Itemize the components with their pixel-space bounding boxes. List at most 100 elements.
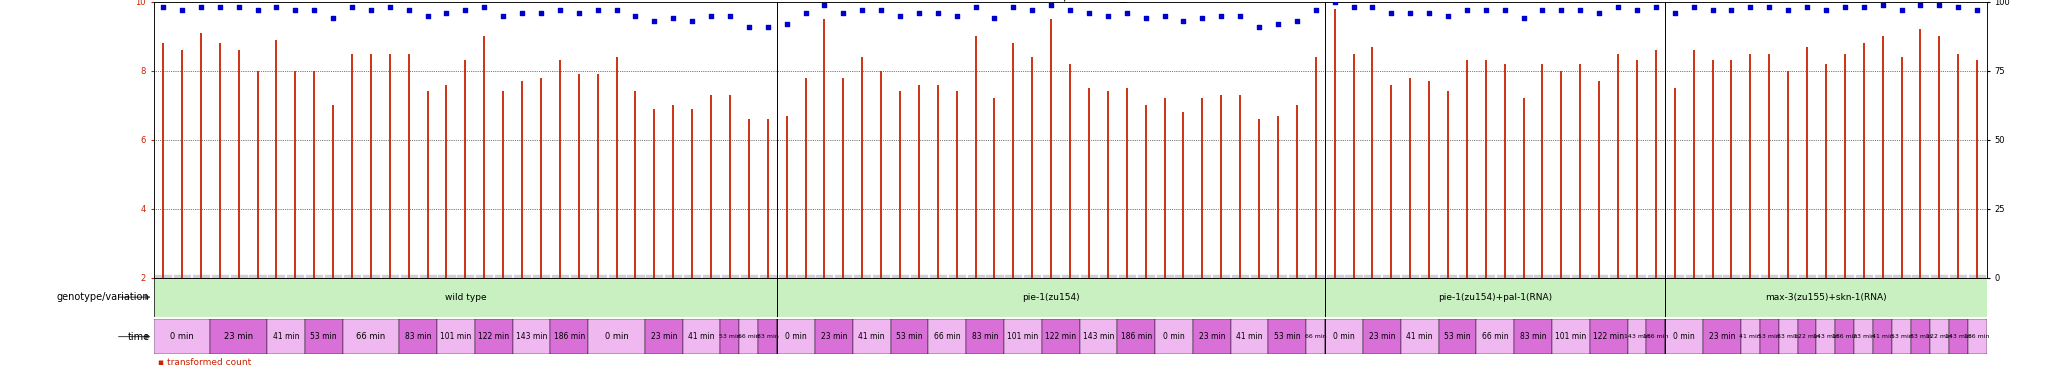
- Text: time: time: [127, 332, 150, 342]
- Bar: [1741, 319, 1759, 354]
- Bar: [776, 278, 1325, 317]
- Point: [1128, 15, 1161, 21]
- Bar: [305, 319, 342, 354]
- Text: 186 min: 186 min: [1642, 334, 1669, 339]
- Bar: [1438, 319, 1477, 354]
- Point: [1714, 7, 1747, 13]
- Text: 101 min: 101 min: [1554, 332, 1587, 341]
- Text: 186 min: 186 min: [553, 332, 586, 341]
- Point: [393, 7, 426, 13]
- Text: genotype/variation: genotype/variation: [57, 292, 150, 302]
- Text: 41 min: 41 min: [1237, 332, 1264, 341]
- Point: [1092, 13, 1124, 19]
- Text: 122 min: 122 min: [1044, 332, 1075, 341]
- Point: [1262, 21, 1294, 27]
- Point: [1395, 10, 1427, 16]
- Text: wild type: wild type: [444, 292, 485, 302]
- Point: [676, 18, 709, 24]
- Point: [713, 13, 745, 19]
- Bar: [1307, 319, 1325, 354]
- Bar: [815, 319, 852, 354]
- Point: [1772, 7, 1804, 13]
- Point: [1468, 7, 1501, 13]
- Point: [317, 15, 350, 21]
- Point: [524, 10, 557, 16]
- Text: 83 min: 83 min: [973, 332, 997, 341]
- Bar: [1364, 319, 1401, 354]
- Point: [1923, 2, 1956, 8]
- Bar: [682, 319, 721, 354]
- Bar: [1950, 319, 1968, 354]
- Point: [1204, 13, 1237, 19]
- Text: 66 min: 66 min: [934, 332, 961, 341]
- Bar: [512, 319, 551, 354]
- Text: 186 min: 186 min: [1120, 332, 1151, 341]
- Text: 66 min: 66 min: [1483, 332, 1509, 341]
- Point: [203, 4, 236, 10]
- Bar: [1325, 319, 1364, 354]
- Text: 101 min: 101 min: [440, 332, 471, 341]
- Point: [373, 4, 406, 10]
- Point: [1319, 0, 1352, 5]
- Point: [657, 15, 690, 21]
- Bar: [1042, 319, 1079, 354]
- Point: [1243, 24, 1276, 30]
- Bar: [1118, 319, 1155, 354]
- Bar: [154, 319, 211, 354]
- Point: [166, 7, 199, 13]
- Bar: [154, 278, 776, 317]
- Bar: [739, 319, 758, 354]
- Bar: [1817, 319, 1835, 354]
- Point: [694, 13, 727, 19]
- Point: [1280, 18, 1313, 24]
- Bar: [588, 319, 645, 354]
- Point: [864, 7, 897, 13]
- Bar: [1192, 319, 1231, 354]
- Point: [1659, 10, 1692, 16]
- Point: [543, 7, 575, 13]
- Bar: [645, 319, 682, 354]
- Bar: [1665, 278, 1987, 317]
- Point: [733, 24, 766, 30]
- Text: 83 min: 83 min: [406, 332, 432, 341]
- Point: [1186, 15, 1219, 21]
- Bar: [436, 319, 475, 354]
- Bar: [342, 319, 399, 354]
- Point: [1942, 4, 1974, 10]
- Point: [883, 13, 915, 19]
- Point: [1149, 13, 1182, 19]
- Text: 23 min: 23 min: [1368, 332, 1395, 341]
- Point: [297, 7, 330, 13]
- Bar: [1647, 319, 1665, 354]
- Point: [1602, 4, 1634, 10]
- Point: [582, 7, 614, 13]
- Point: [1526, 7, 1559, 13]
- Bar: [1704, 319, 1741, 354]
- Point: [1905, 2, 1937, 8]
- Bar: [1628, 319, 1647, 354]
- Point: [563, 10, 596, 16]
- Point: [1110, 10, 1143, 16]
- Text: pie-1(zu154): pie-1(zu154): [1022, 292, 1079, 302]
- Bar: [758, 319, 776, 354]
- Text: 41 min: 41 min: [688, 332, 715, 341]
- Text: 53 min: 53 min: [1274, 332, 1300, 341]
- Point: [1866, 2, 1898, 8]
- Point: [1073, 10, 1106, 16]
- Text: 53 min: 53 min: [311, 332, 338, 341]
- Point: [430, 10, 463, 16]
- Text: 23 min: 23 min: [223, 332, 254, 341]
- Point: [223, 4, 256, 10]
- Point: [1884, 7, 1917, 13]
- Bar: [266, 319, 305, 354]
- Point: [809, 2, 842, 8]
- Text: 53 min: 53 min: [719, 334, 741, 339]
- Bar: [1892, 319, 1911, 354]
- Bar: [1231, 319, 1268, 354]
- Point: [770, 21, 803, 27]
- Text: 83 min: 83 min: [1909, 334, 1931, 339]
- Text: 122 min: 122 min: [477, 332, 510, 341]
- Bar: [1477, 319, 1513, 354]
- Bar: [852, 319, 891, 354]
- Point: [1450, 7, 1483, 13]
